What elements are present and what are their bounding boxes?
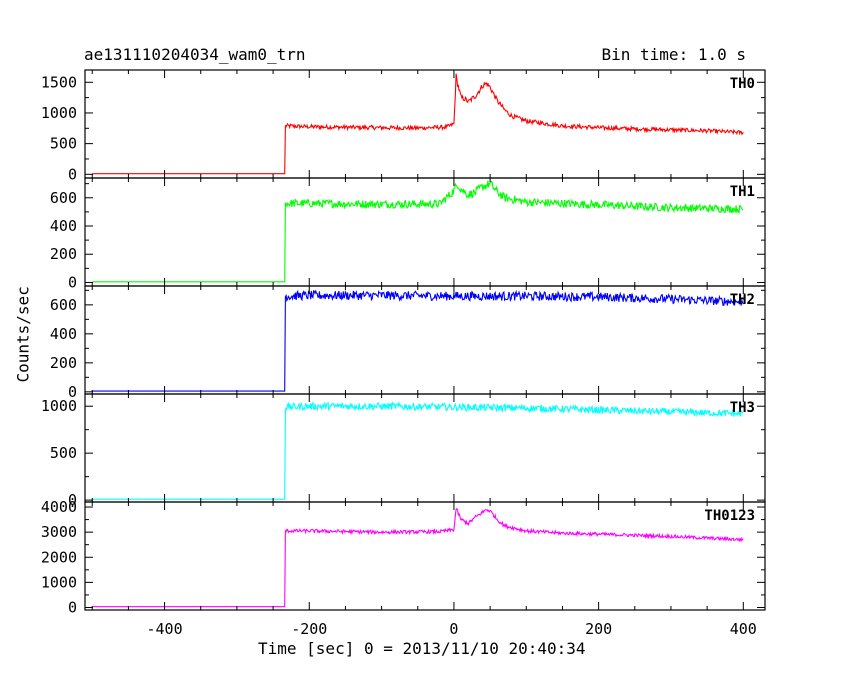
y-tick-label: 0 <box>68 491 77 509</box>
panel-frame <box>84 501 766 611</box>
panel-th1: 0 200 400 600 TH1 <box>50 177 766 291</box>
y-tick-label: 1000 <box>41 104 77 122</box>
panel-th0123: 0 1000 2000 3000 4000 TH0123 <box>41 498 766 616</box>
y-tick-label: 0 <box>68 165 77 183</box>
panel-label-th3: TH3 <box>730 400 755 416</box>
y-tick-label: 0 <box>68 383 77 401</box>
y-tick-label: 3000 <box>41 523 77 541</box>
y-tick-label: 2000 <box>41 548 77 566</box>
y-tick-label: 1000 <box>41 397 77 415</box>
y-tick-label: 400 <box>50 325 77 343</box>
panel-label-th2: TH2 <box>730 292 755 308</box>
series-line-th2 <box>92 289 744 392</box>
x-tick-label: -200 <box>291 620 327 638</box>
y-tick-label: 4000 <box>41 498 77 516</box>
y-tick-label: 0 <box>68 273 77 291</box>
series-line-th0 <box>92 73 744 175</box>
panel-label-th0123: TH0123 <box>704 508 755 524</box>
y-tick-label: 500 <box>50 135 77 153</box>
y-tick-label: 200 <box>50 354 77 372</box>
x-tick-label: 200 <box>585 620 612 638</box>
y-tick-label: 400 <box>50 217 77 235</box>
x-tick-label: 0 <box>449 620 458 638</box>
y-tick-label: 500 <box>50 444 77 462</box>
x-tick-label: -400 <box>147 620 183 638</box>
series-line-th1 <box>92 180 744 283</box>
panel-th3: 0 500 1000 TH3 <box>41 393 766 509</box>
panel-th2: 0 200 400 600 TH2 <box>50 285 766 401</box>
chart-title-left: ae131110204034_wam0_trn <box>84 45 306 64</box>
panel-label-th0: TH0 <box>730 76 755 92</box>
x-axis-label: Time [sec] 0 = 2013/11/10 20:40:34 <box>258 639 586 658</box>
y-tick-label: 0 <box>68 598 77 616</box>
x-tick-label: 400 <box>730 620 757 638</box>
series-line-th0123 <box>92 507 744 608</box>
y-tick-label: 600 <box>50 296 77 314</box>
y-tick-label: 1500 <box>41 73 77 91</box>
panel-frame <box>84 177 766 287</box>
y-tick-label: 200 <box>50 245 77 263</box>
y-tick-label: 600 <box>50 189 77 207</box>
panel-th0: 0 500 1000 1500 TH0 <box>41 69 766 183</box>
y-axis-label: Counts/sec <box>13 286 33 383</box>
series-line-th3 <box>92 400 744 500</box>
y-tick-label: 1000 <box>41 573 77 591</box>
panel-frame <box>84 69 766 179</box>
panel-label-th1: TH1 <box>730 184 755 200</box>
bin-time-label: Bin time: 1.0 s <box>601 45 747 64</box>
